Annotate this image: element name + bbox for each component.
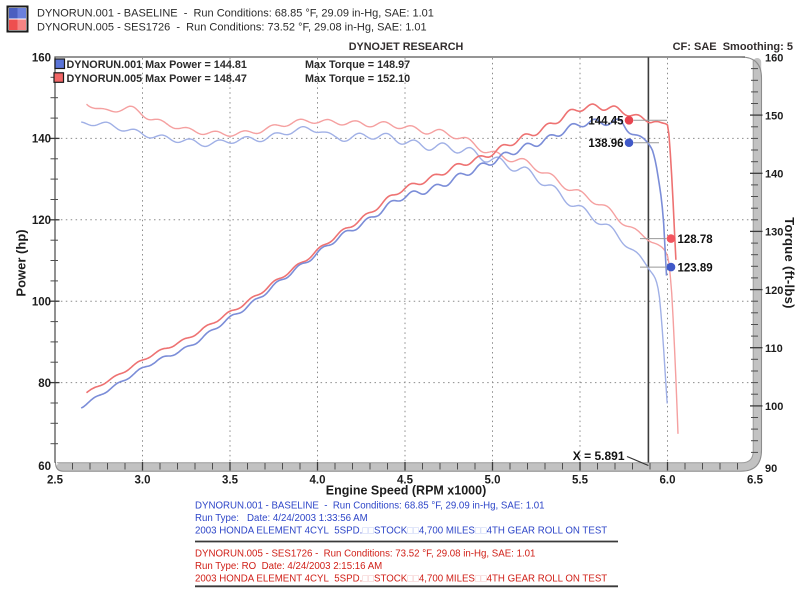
svg-text:3.0: 3.0: [135, 475, 151, 487]
svg-text:Max Torque = 148.97: Max Torque = 148.97: [305, 59, 410, 71]
svg-text:DYNORUN.001 - BASELINE - Run: DYNORUN.001 - BASELINE - Run Conditions:…: [195, 500, 545, 511]
svg-text:5.5: 5.5: [572, 475, 589, 487]
svg-text:DYNORUN.005 - SES1726 - Run C: DYNORUN.005 - SES1726 - Run Conditions: …: [195, 548, 535, 559]
svg-text:128.78: 128.78: [678, 234, 714, 246]
svg-text:138.96: 138.96: [588, 138, 623, 150]
svg-text:DYNORUN.005 Max Power = 148.47: DYNORUN.005 Max Power = 148.47: [67, 73, 247, 85]
svg-text:CF: SAE Smoothing: 5: CF: SAE Smoothing: 5: [673, 41, 793, 53]
svg-text:120: 120: [765, 285, 783, 297]
svg-text:5.0: 5.0: [485, 475, 501, 487]
svg-text:100: 100: [765, 401, 783, 413]
svg-text:DYNORUN.001 - BASELINE - Run: DYNORUN.001 - BASELINE - Run Conditions:…: [37, 8, 434, 20]
svg-text:144.45: 144.45: [588, 116, 624, 128]
svg-text:60: 60: [38, 461, 51, 473]
svg-text:Max Torque = 152.10: Max Torque = 152.10: [305, 73, 410, 85]
svg-text:4.5: 4.5: [397, 475, 414, 487]
svg-text:3.5: 3.5: [222, 475, 239, 487]
svg-text:123.89: 123.89: [678, 262, 713, 274]
svg-text:140: 140: [765, 169, 783, 181]
svg-text:110: 110: [765, 343, 783, 355]
svg-text:6.5: 6.5: [747, 475, 764, 487]
svg-text:DYNORUN.005 - SES1726 - Run: DYNORUN.005 - SES1726 - Run Conditions: …: [37, 22, 427, 34]
svg-text:160: 160: [32, 52, 51, 64]
svg-text:X = 5.891: X = 5.891: [573, 449, 625, 463]
svg-text:2.5: 2.5: [47, 475, 64, 487]
svg-text:Power (hp): Power (hp): [14, 229, 29, 296]
svg-text:DYNORUN.001 Max Power = 144.81: DYNORUN.001 Max Power = 144.81: [67, 59, 247, 71]
svg-text:130: 130: [765, 227, 783, 239]
svg-text:120: 120: [32, 215, 51, 227]
svg-text:150: 150: [765, 110, 783, 122]
svg-text:4.0: 4.0: [310, 475, 326, 487]
svg-text:2003 HONDA ELEMENT 4CYL 5SPD.: 2003 HONDA ELEMENT 4CYL 5SPD.□□STOCK□□4,…: [195, 525, 607, 536]
svg-text:Engine Speed (RPM x1000): Engine Speed (RPM x1000): [326, 484, 486, 498]
svg-text:DYNOJET RESEARCH: DYNOJET RESEARCH: [349, 41, 464, 53]
svg-text:6.0: 6.0: [660, 475, 676, 487]
svg-text:Run Type: RO Date: 4/24/2003: Run Type: RO Date: 4/24/2003 2:15:16 AM: [195, 561, 382, 572]
svg-text:160: 160: [765, 52, 783, 64]
svg-text:80: 80: [38, 378, 51, 390]
svg-text:140: 140: [32, 134, 51, 146]
svg-text:90: 90: [765, 463, 777, 475]
svg-text:100: 100: [32, 297, 51, 309]
svg-text:2003 HONDA ELEMENT 4CYL 5SPD.: 2003 HONDA ELEMENT 4CYL 5SPD.□□STOCK□□4,…: [195, 573, 607, 584]
svg-text:Run Type: Date: 4/24/2003 1:: Run Type: Date: 4/24/2003 1:33:56 AM: [195, 513, 368, 524]
svg-text:Torque (ft-lbs): Torque (ft-lbs): [782, 217, 797, 309]
